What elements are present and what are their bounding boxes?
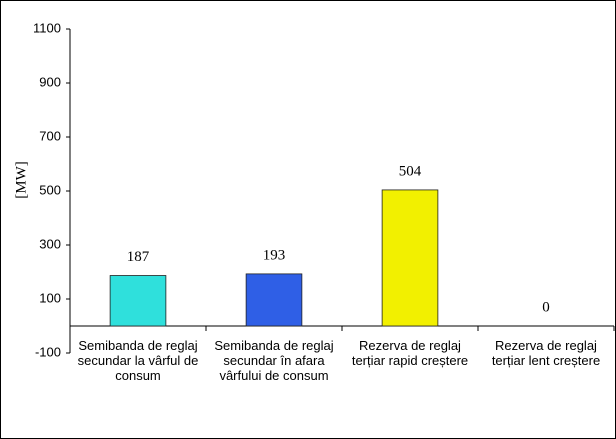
y-tick-label: 900 [39, 74, 61, 89]
x-tick-label: Semibanda de reglaj secundar în afara vâ… [214, 338, 334, 383]
x-tick-label-box: Rezerva de reglaj terțiar rapid creștere [351, 338, 469, 368]
bar [109, 275, 167, 327]
x-tick-label-box: Semibanda de reglaj secundar la vârful d… [77, 338, 199, 383]
y-tick-label: 300 [39, 236, 61, 251]
y-tick-label: 700 [39, 128, 61, 143]
y-tick-label: -100 [35, 344, 61, 359]
x-tick-label: Semibanda de reglaj secundar la vârful d… [77, 338, 199, 383]
data-label: 504 [399, 163, 422, 179]
x-tick-label-box: Semibanda de reglaj secundar în afara vâ… [214, 338, 334, 383]
y-tick-label: 1100 [33, 20, 61, 35]
data-label: 0 [542, 299, 550, 315]
y-axis-label: [MW] [13, 161, 29, 199]
y-tick-label: 100 [39, 290, 61, 305]
y-tick-label: 500 [39, 182, 61, 197]
data-label: 187 [127, 249, 150, 265]
data-label: 193 [263, 247, 286, 263]
bar [381, 189, 439, 327]
x-tick-label: Rezerva de reglaj terțiar rapid creștere [351, 338, 469, 368]
bar [245, 273, 303, 327]
x-tick-label-box: Rezerva de reglaj terțiar lent creștere [491, 338, 601, 368]
x-tick-label: Rezerva de reglaj terțiar lent creștere [491, 338, 601, 368]
